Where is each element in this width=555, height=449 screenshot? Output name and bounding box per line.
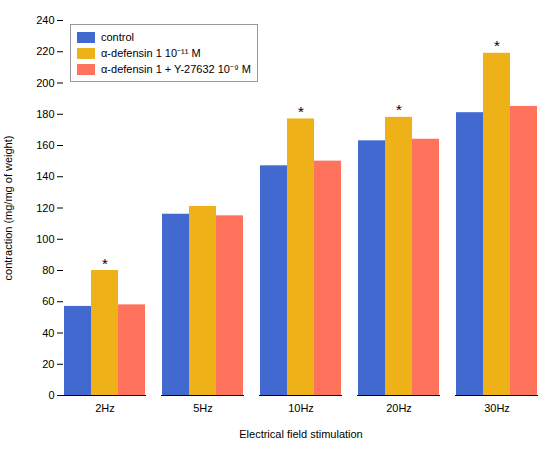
svg-text:180: 180	[36, 108, 54, 120]
svg-text:20Hz: 20Hz	[386, 402, 412, 414]
svg-text:80: 80	[42, 264, 54, 276]
svg-text:*: *	[298, 103, 304, 120]
svg-text:240: 240	[36, 14, 54, 26]
html-text:control: control	[101, 31, 134, 43]
svg-text:120: 120	[36, 202, 54, 214]
svg-text:Electrical field stimulation: Electrical field stimulation	[239, 428, 363, 440]
svg-text:30Hz: 30Hz	[484, 402, 510, 414]
svg-text:10Hz: 10Hz	[288, 402, 314, 414]
svg-text:5Hz: 5Hz	[193, 402, 213, 414]
svg-text:0: 0	[48, 389, 54, 401]
svg-text:220: 220	[36, 45, 54, 57]
svg-text:*: *	[102, 255, 108, 272]
svg-text:2Hz: 2Hz	[95, 402, 115, 414]
svg-text:200: 200	[36, 77, 54, 89]
svg-text:*: *	[396, 101, 402, 118]
svg-text:60: 60	[42, 295, 54, 307]
svg-text:160: 160	[36, 139, 54, 151]
svg-text:20: 20	[42, 358, 54, 370]
svg-text:100: 100	[36, 233, 54, 245]
svg-text:*: *	[494, 37, 500, 54]
html-text:α-defensin 1 + Y-27632 10⁻⁹ M: α-defensin 1 + Y-27632 10⁻⁹ M	[101, 63, 251, 75]
svg-text:140: 140	[36, 170, 54, 182]
html-text:α-defensin 1 10⁻¹¹ M: α-defensin 1 10⁻¹¹ M	[101, 47, 201, 59]
svg-text:40: 40	[42, 327, 54, 339]
svg-text:contraction (mg/mg of weight): contraction (mg/mg of weight)	[2, 136, 14, 281]
